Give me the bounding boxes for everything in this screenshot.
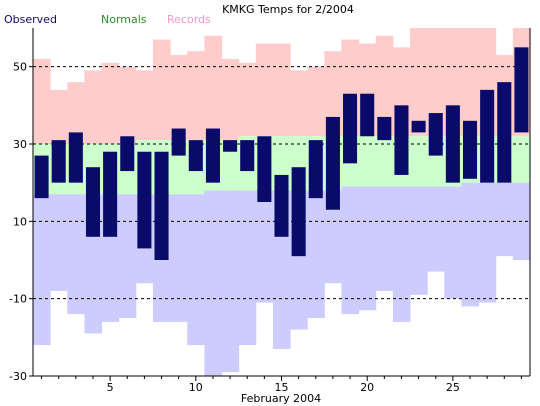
- record-high-bar: [204, 35, 223, 141]
- observed-bar: [137, 151, 152, 249]
- normal-range-bar: [512, 136, 531, 183]
- record-high-bar: [238, 62, 257, 137]
- record-high-bar: [272, 43, 291, 137]
- record-low-bar: [255, 190, 274, 303]
- observed-bar: [223, 140, 238, 152]
- observed-bar: [188, 140, 203, 172]
- record-high-bar: [135, 70, 154, 141]
- observed-bar: [360, 93, 375, 137]
- y-tick-label: 30: [13, 138, 27, 151]
- observed-bar: [497, 82, 512, 183]
- observed-bar: [34, 155, 49, 199]
- record-high-bar: [187, 51, 205, 141]
- observed-bar: [120, 136, 135, 172]
- observed-bar: [85, 167, 101, 237]
- observed-bar: [205, 128, 220, 183]
- observed-bar: [394, 105, 409, 175]
- y-tick-label: -10: [9, 293, 27, 306]
- record-high-bar: [255, 43, 274, 137]
- record-low-bar: [33, 194, 51, 346]
- x-axis-label: February 2004: [241, 392, 321, 405]
- normal-range-bar: [410, 136, 428, 187]
- normal-range-bar: [358, 136, 377, 187]
- record-high-bar: [101, 62, 120, 144]
- x-tick-label: 25: [446, 381, 460, 394]
- record-low-bar: [204, 190, 223, 376]
- observed-bar: [377, 116, 392, 141]
- x-tick-label: 10: [189, 381, 203, 394]
- legend-observed: Observed: [4, 13, 57, 26]
- record-high-bar: [170, 55, 188, 141]
- record-high-bar: [67, 82, 85, 144]
- legend-normals: Normals: [101, 13, 147, 26]
- y-tick-label: 50: [13, 61, 27, 74]
- record-low-bar: [375, 186, 394, 291]
- record-low-bar: [410, 186, 428, 295]
- y-tick-label: 10: [13, 215, 27, 228]
- record-high-bar: [410, 28, 428, 137]
- observed-bar: [325, 116, 340, 210]
- observed-bar: [171, 128, 186, 156]
- observed-bar: [154, 151, 169, 260]
- record-low-bar: [392, 186, 411, 322]
- normal-range-bar: [375, 136, 394, 187]
- record-low-bar: [170, 194, 188, 322]
- record-low-bar: [358, 186, 377, 311]
- observed-bar: [274, 174, 289, 237]
- record-high-bar: [461, 28, 480, 137]
- record-high-bar: [84, 70, 103, 144]
- observed-bar: [103, 151, 118, 237]
- x-tick-label: 15: [275, 381, 289, 394]
- record-low-bar: [495, 182, 514, 257]
- record-high-bar: [307, 66, 325, 137]
- observed-bar: [257, 136, 272, 202]
- observed-bar: [411, 120, 426, 133]
- record-high-bar: [290, 70, 308, 137]
- observed-bar: [308, 140, 323, 199]
- record-high-bar: [50, 89, 68, 144]
- record-high-bar: [152, 39, 171, 141]
- record-low-bar: [221, 190, 240, 373]
- observed-bar: [51, 140, 66, 183]
- x-tick-label: 5: [107, 381, 114, 394]
- record-low-bar: [324, 190, 342, 284]
- observed-bar: [514, 47, 529, 133]
- record-high-bar: [118, 66, 137, 144]
- legend: Observed Normals Records: [4, 13, 211, 26]
- observed-bar: [291, 167, 306, 257]
- x-tick-label: 20: [360, 381, 374, 394]
- observed-bar: [343, 93, 358, 164]
- y-tick-label: -30: [9, 370, 27, 383]
- observed-bar: [68, 132, 83, 183]
- record-low-bar: [238, 190, 257, 346]
- record-high-bar: [324, 51, 342, 137]
- record-low-bar: [187, 194, 205, 346]
- chart-title: KMKG Temps for 2/2004: [222, 3, 354, 16]
- observed-bar: [462, 120, 478, 179]
- record-low-bar: [444, 186, 462, 299]
- record-low-bar: [427, 186, 445, 272]
- record-high-bar: [33, 58, 51, 144]
- record-low-bar: [118, 194, 137, 318]
- observed-bar: [428, 113, 443, 156]
- observed-bar: [445, 105, 460, 183]
- plot-area: 5 10 15 20 25 -30 -10 10 30 50: [9, 28, 531, 394]
- record-low-bar: [307, 190, 325, 318]
- record-low-bar: [341, 186, 360, 315]
- record-high-bar: [375, 35, 394, 137]
- record-high-bar: [221, 58, 240, 141]
- record-low-bar: [50, 194, 68, 291]
- observed-bar: [480, 89, 495, 183]
- normal-range-bar: [221, 140, 240, 191]
- record-low-bar: [478, 182, 497, 303]
- record-low-bar: [461, 182, 480, 307]
- record-low-bar: [67, 194, 85, 315]
- legend-records: Records: [167, 13, 211, 26]
- observed-bar: [240, 140, 255, 172]
- record-high-bar: [427, 28, 445, 137]
